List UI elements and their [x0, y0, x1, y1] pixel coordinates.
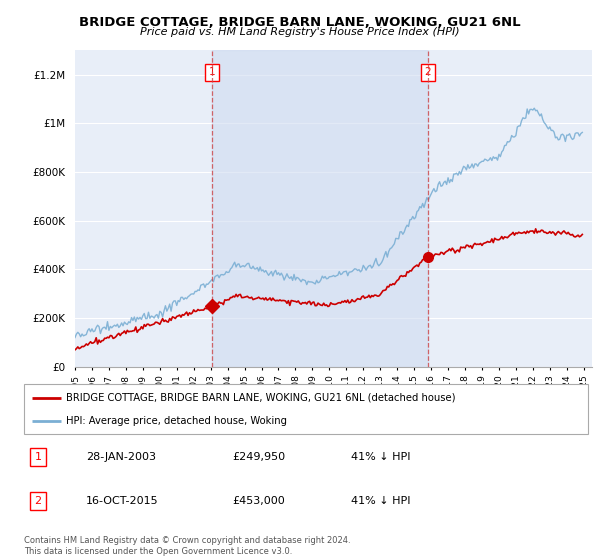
Text: 41% ↓ HPI: 41% ↓ HPI [351, 452, 410, 462]
Text: Contains HM Land Registry data © Crown copyright and database right 2024.
This d: Contains HM Land Registry data © Crown c… [24, 536, 350, 556]
Text: 16-OCT-2015: 16-OCT-2015 [86, 496, 158, 506]
Text: BRIDGE COTTAGE, BRIDGE BARN LANE, WOKING, GU21 6NL (detached house): BRIDGE COTTAGE, BRIDGE BARN LANE, WOKING… [66, 393, 456, 403]
Text: HPI: Average price, detached house, Woking: HPI: Average price, detached house, Woki… [66, 417, 287, 426]
FancyBboxPatch shape [24, 384, 588, 434]
Text: Price paid vs. HM Land Registry's House Price Index (HPI): Price paid vs. HM Land Registry's House … [140, 27, 460, 37]
Text: £453,000: £453,000 [233, 496, 286, 506]
Text: 28-JAN-2003: 28-JAN-2003 [86, 452, 156, 462]
Bar [212, 50, 428, 367]
Text: 41% ↓ HPI: 41% ↓ HPI [351, 496, 410, 506]
Text: £249,950: £249,950 [233, 452, 286, 462]
Text: 2: 2 [424, 67, 431, 77]
Text: 1: 1 [35, 452, 41, 462]
Text: 2: 2 [35, 496, 41, 506]
Text: BRIDGE COTTAGE, BRIDGE BARN LANE, WOKING, GU21 6NL: BRIDGE COTTAGE, BRIDGE BARN LANE, WOKING… [79, 16, 521, 29]
Text: 1: 1 [209, 67, 215, 77]
